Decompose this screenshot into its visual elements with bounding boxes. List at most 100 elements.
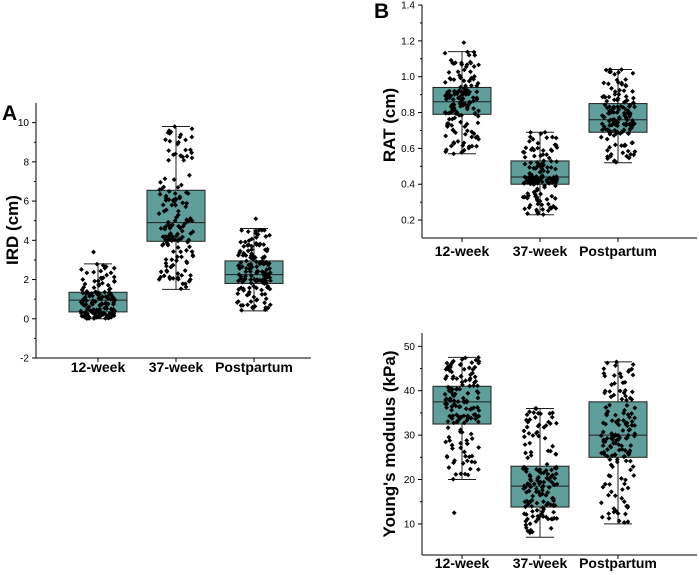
data-point: [540, 212, 546, 217]
data-point: [619, 446, 625, 452]
data-point: [459, 60, 464, 66]
data-point: [442, 50, 448, 56]
data-point: [628, 467, 633, 473]
data-point: [598, 500, 604, 506]
data-point: [159, 186, 165, 191]
data-point: [551, 177, 556, 183]
data-point: [261, 242, 267, 247]
data-point: [259, 227, 265, 233]
data-point: [540, 514, 546, 519]
data-point: [535, 513, 541, 519]
data-point: [534, 196, 540, 202]
data-point: [612, 142, 618, 148]
data-point: [632, 405, 638, 411]
data-point: [110, 295, 116, 301]
data-point: [523, 450, 528, 456]
data-point: [253, 259, 259, 265]
data-point: [629, 366, 635, 372]
data-point: [451, 141, 457, 146]
data-point: [607, 389, 613, 394]
data-point: [443, 149, 449, 155]
data-point: [105, 313, 111, 319]
data-point: [527, 440, 533, 446]
data-point: [183, 137, 189, 143]
data-point: [538, 479, 544, 485]
data-point: [469, 83, 474, 89]
data-point: [262, 291, 268, 297]
data-point: [630, 70, 636, 76]
panel-label-b: B: [374, 0, 389, 23]
data-point: [247, 285, 252, 291]
data-point: [182, 268, 188, 273]
data-point: [161, 273, 167, 279]
data-point: [630, 95, 636, 101]
y-tick-label: 40: [404, 386, 416, 397]
y-tick-label: 1.0: [401, 72, 415, 83]
data-point: [611, 158, 617, 164]
data-point: [608, 489, 614, 495]
data-point: [541, 168, 546, 174]
data-point: [241, 243, 247, 249]
data-point: [532, 415, 538, 420]
data-point: [619, 143, 624, 149]
data-point: [616, 422, 622, 428]
data-point: [606, 511, 612, 517]
data-point: [472, 110, 478, 116]
data-point: [623, 477, 628, 483]
data-point: [549, 414, 555, 420]
data-point: [612, 380, 617, 386]
data-point: [540, 148, 546, 153]
data-point: [188, 272, 193, 278]
data-point: [553, 183, 558, 189]
data-point: [183, 284, 189, 290]
data-point: [461, 86, 467, 92]
data-point: [164, 239, 169, 245]
data-point: [455, 399, 461, 405]
data-point: [446, 70, 452, 75]
data-point: [174, 215, 179, 220]
outlier-point: [172, 124, 178, 129]
data-point: [182, 281, 188, 287]
y-tick-label: 1.2: [401, 36, 415, 47]
data-point: [475, 383, 480, 389]
data-point: [531, 410, 537, 415]
data-point: [464, 458, 470, 464]
data-point: [180, 200, 186, 206]
data-point: [538, 191, 543, 197]
data-point: [461, 366, 467, 372]
data-point: [609, 431, 615, 436]
data-point: [628, 443, 634, 448]
data-point: [619, 396, 625, 402]
data-point: [184, 153, 190, 159]
data-point: [168, 129, 174, 135]
data-point: [105, 282, 111, 288]
data-point: [528, 129, 533, 135]
data-point: [238, 303, 244, 308]
data-point: [102, 289, 108, 295]
data-point: [458, 373, 464, 379]
data-point: [613, 363, 618, 368]
data-point: [554, 516, 560, 521]
data-point: [458, 119, 463, 125]
data-point: [616, 92, 622, 97]
data-point: [476, 62, 481, 68]
data-points: [598, 67, 638, 165]
data-point: [252, 255, 258, 260]
data-point: [616, 437, 621, 442]
data-point: [187, 172, 192, 178]
data-point: [451, 151, 457, 157]
y-tick-label: 10: [18, 118, 30, 129]
data-point: [547, 421, 553, 427]
data-point: [521, 428, 527, 434]
data-point: [603, 421, 608, 427]
data-point: [533, 489, 539, 495]
data-point: [533, 519, 539, 524]
data-points: [78, 249, 118, 322]
data-point: [448, 76, 454, 82]
data-point: [598, 433, 604, 438]
data-point: [267, 232, 272, 238]
data-point: [242, 239, 248, 245]
data-point: [457, 404, 463, 410]
data-point: [94, 261, 100, 267]
data-point: [455, 95, 461, 101]
